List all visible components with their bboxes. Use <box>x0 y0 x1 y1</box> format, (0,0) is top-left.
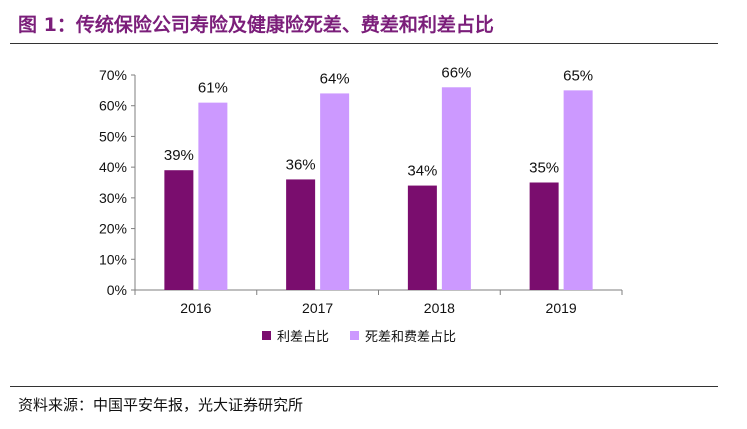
data-label: 36% <box>286 156 316 173</box>
x-tick-label: 2016 <box>180 300 211 316</box>
y-tick-label: 60% <box>99 98 127 114</box>
data-label: 66% <box>441 64 471 81</box>
bar-2018-series-2 <box>441 87 471 291</box>
bar-2019-series-2 <box>563 90 593 290</box>
legend-swatch-2 <box>350 331 359 340</box>
bar-2016-series-1 <box>164 170 194 290</box>
bar-2018-series-1 <box>407 185 437 290</box>
figure-title: 图 1：传统保险公司寿险及健康险死差、费差和利差占比 <box>18 14 494 36</box>
data-label: 65% <box>563 67 593 84</box>
data-label: 34% <box>407 163 437 180</box>
y-tick-label: 40% <box>99 159 127 175</box>
bar-2017-series-1 <box>286 179 316 290</box>
title-rule <box>10 43 718 44</box>
x-tick-label: 2019 <box>546 300 577 316</box>
y-tick-label: 10% <box>99 251 127 267</box>
x-tick-label: 2017 <box>302 300 333 316</box>
bar-2016-series-2 <box>198 102 228 291</box>
bar-2019-series-1 <box>529 182 559 290</box>
legend-label-2: 死差和费差占比 <box>365 330 456 345</box>
data-label: 64% <box>320 70 350 87</box>
bar-chart: 0% 10% 20% 30% 40% 50% 60% 70% 2016 39% 61% 2017 36%… <box>99 64 623 345</box>
y-tick-label: 30% <box>99 190 127 206</box>
legend-label-1: 利差占比 <box>277 330 329 345</box>
x-tick-label: 2018 <box>424 300 455 316</box>
y-tick-label: 70% <box>99 67 127 83</box>
source-note: 资料来源：中国平安年报，光大证券研究所 <box>18 396 304 414</box>
data-label: 35% <box>529 160 559 177</box>
y-tick-label: 20% <box>99 221 127 237</box>
source-rule <box>10 386 718 387</box>
legend-swatch-1 <box>262 331 271 340</box>
y-tick-label: 50% <box>99 128 127 144</box>
bar-2017-series-2 <box>320 93 350 290</box>
y-tick-label: 0% <box>107 282 127 298</box>
data-label: 61% <box>198 80 228 97</box>
data-label: 39% <box>164 147 194 164</box>
